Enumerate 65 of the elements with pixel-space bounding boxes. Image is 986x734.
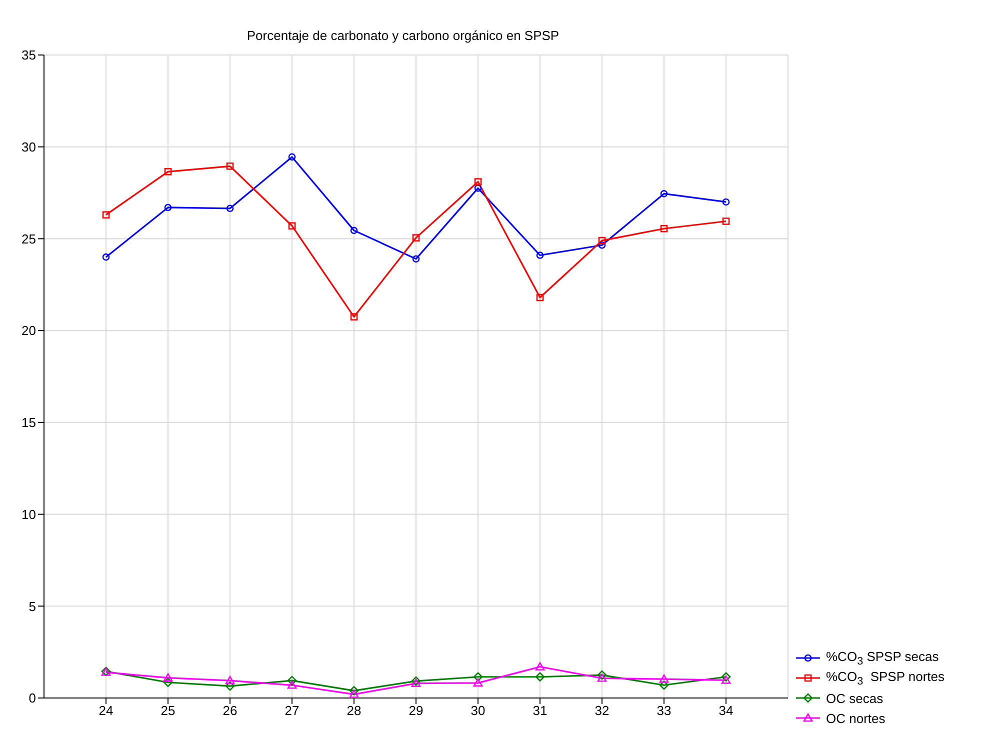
- point: [349, 686, 359, 696]
- point: [474, 178, 482, 186]
- point: [597, 670, 607, 680]
- y-tick-label: 5: [28, 598, 36, 614]
- point: [412, 234, 420, 242]
- legend-label: OC secas: [826, 690, 884, 706]
- point: [535, 672, 545, 682]
- point: [225, 676, 235, 684]
- point: [287, 680, 297, 689]
- y-tick-label: 10: [22, 506, 36, 522]
- y-tick-label: 15: [22, 415, 36, 430]
- x-tick-label: 29: [408, 703, 424, 718]
- point: [164, 168, 172, 176]
- x-tick-label: 32: [594, 703, 610, 718]
- y-tick-label: 20: [22, 323, 36, 338]
- x-tick-label: 28: [346, 703, 362, 718]
- point: [287, 676, 297, 686]
- point: [659, 680, 669, 690]
- y-tick-label: 35: [22, 48, 36, 63]
- point: [473, 672, 483, 682]
- point: [350, 226, 358, 234]
- point: [225, 681, 235, 691]
- y-tick-label: 25: [22, 231, 36, 246]
- point: [721, 672, 731, 682]
- point: [350, 313, 358, 320]
- legend-label: %CO$_{3}$ SPSP nortes: [826, 668, 945, 688]
- point: [660, 190, 668, 198]
- point: [536, 294, 544, 302]
- point: [164, 204, 172, 212]
- point: [597, 674, 607, 682]
- x-tick-label: 31: [532, 703, 548, 718]
- point: [226, 204, 234, 212]
- y-tick-label: 30: [22, 139, 36, 154]
- point: [288, 222, 296, 230]
- x-tick-label: 26: [222, 703, 238, 718]
- point: [598, 236, 606, 244]
- point: [412, 255, 420, 263]
- point: [163, 678, 173, 688]
- point: [163, 673, 173, 682]
- point: [349, 690, 359, 698]
- point: [722, 218, 730, 225]
- point: [536, 252, 544, 259]
- chart-title: Porcentaje de carbonato y carbono orgánico en SPSP: [246, 28, 560, 43]
- point: [473, 678, 483, 687]
- x-tick-label: 25: [160, 703, 176, 718]
- legend-label: OC nortes: [826, 710, 886, 726]
- point: [288, 153, 296, 161]
- x-tick-label: 33: [656, 703, 672, 718]
- x-tick-label: 24: [98, 703, 114, 718]
- point: [535, 662, 545, 670]
- point: [659, 674, 669, 683]
- x-tick-label: 34: [718, 703, 734, 718]
- point: [102, 211, 110, 218]
- point: [102, 253, 110, 261]
- point: [722, 198, 730, 206]
- point: [660, 224, 668, 232]
- point: [411, 678, 421, 687]
- x-tick-label: 30: [470, 703, 486, 718]
- point: [474, 184, 482, 192]
- point: [598, 241, 606, 249]
- point: [226, 162, 234, 170]
- y-tick-label: 0: [28, 690, 36, 706]
- legend-label: %CO$_{3}$ SPSP secas: [826, 648, 939, 668]
- point: [721, 676, 731, 684]
- x-tick-label: 27: [284, 703, 300, 718]
